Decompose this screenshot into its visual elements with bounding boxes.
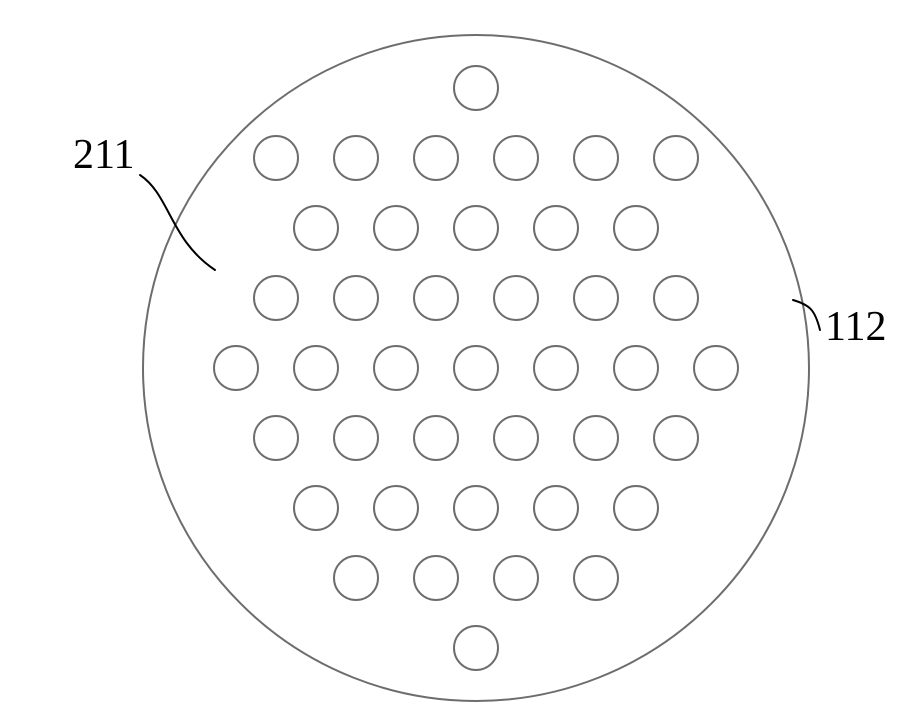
hole-211: [574, 556, 618, 600]
hole-211: [654, 136, 698, 180]
hole-211: [614, 486, 658, 530]
hole-211: [454, 346, 498, 390]
hole-211: [534, 346, 578, 390]
hole-211: [294, 486, 338, 530]
hole-211: [334, 136, 378, 180]
hole-211: [454, 486, 498, 530]
hole-211: [534, 486, 578, 530]
hole-211: [254, 276, 298, 320]
hole-211: [294, 346, 338, 390]
hole-211: [494, 136, 538, 180]
hole-211: [334, 556, 378, 600]
hole-211: [334, 276, 378, 320]
hole-211: [494, 276, 538, 320]
hole-211: [214, 346, 258, 390]
hole-211: [694, 346, 738, 390]
hole-211: [374, 206, 418, 250]
hole-211: [254, 416, 298, 460]
hole-211: [654, 416, 698, 460]
hole-211: [574, 276, 618, 320]
figure-svg: [0, 0, 914, 723]
hole-211: [454, 66, 498, 110]
hole-211: [414, 556, 458, 600]
hole-211: [574, 416, 618, 460]
hole-211: [374, 346, 418, 390]
hole-211: [494, 416, 538, 460]
hole-211: [574, 136, 618, 180]
hole-211: [614, 206, 658, 250]
figure-stage: 211 112: [0, 0, 914, 723]
hole-211: [414, 136, 458, 180]
hole-211: [534, 206, 578, 250]
hole-211: [414, 276, 458, 320]
hole-211: [294, 206, 338, 250]
hole-211: [494, 556, 538, 600]
hole-211: [454, 626, 498, 670]
callout-label-112: 112: [825, 306, 886, 348]
callout-label-211: 211: [73, 134, 134, 176]
hole-211: [254, 136, 298, 180]
hole-211: [334, 416, 378, 460]
hole-211: [374, 486, 418, 530]
hole-211: [414, 416, 458, 460]
hole-211: [614, 346, 658, 390]
hole-211: [654, 276, 698, 320]
outer-circle-112: [143, 35, 809, 701]
hole-211: [454, 206, 498, 250]
